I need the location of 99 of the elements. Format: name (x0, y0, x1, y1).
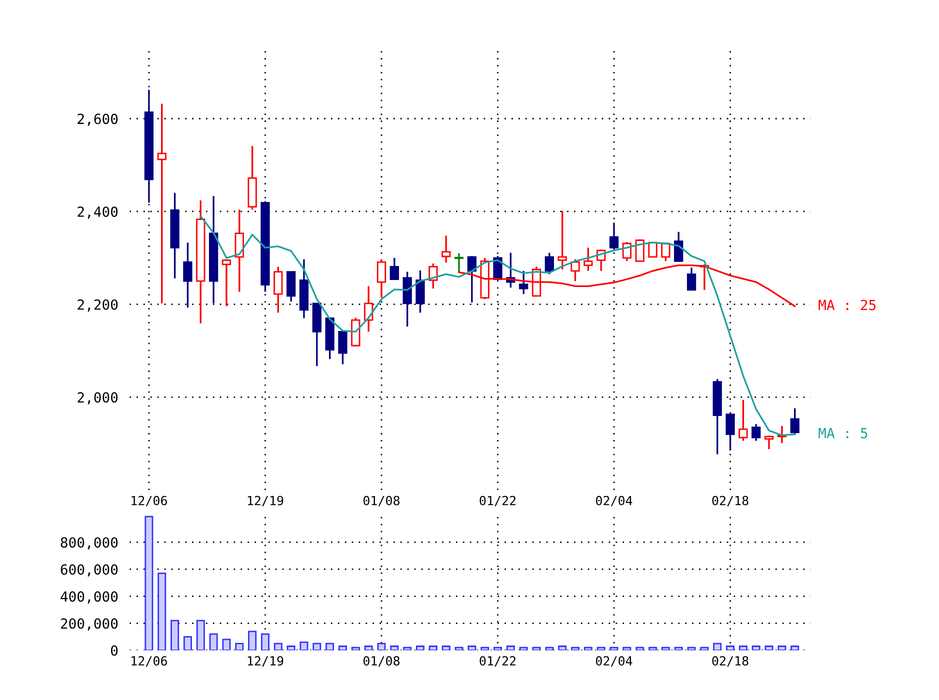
bar (248, 630, 257, 650)
candlestick (674, 231, 684, 262)
series-label: MA : 25 (818, 300, 876, 310)
bar (661, 646, 670, 650)
bar (558, 646, 567, 650)
candlestick (222, 258, 232, 308)
bar (338, 646, 347, 650)
candlestick (558, 210, 567, 270)
x-tick-label: 02/18 (712, 656, 748, 667)
bar (312, 642, 322, 650)
bar (286, 646, 296, 650)
candlestick (570, 258, 580, 282)
y-tick-label: 800,000 (60, 537, 118, 550)
x-tick-label: 12/06 (132, 656, 167, 667)
bar (545, 646, 554, 650)
candlestick (183, 242, 192, 308)
x-tick-label: 02/04 (596, 496, 632, 506)
candlestick (157, 102, 166, 304)
bar (222, 638, 231, 650)
bar (622, 646, 632, 650)
candlestick (442, 234, 451, 264)
bar (416, 646, 424, 650)
bar (300, 642, 308, 650)
candlestick (752, 423, 761, 442)
bar (584, 646, 592, 650)
bar (493, 646, 502, 650)
bar (158, 572, 166, 650)
candlestick (738, 399, 748, 442)
candlestick (338, 330, 348, 366)
bar (713, 642, 722, 650)
x-tick-label: 12/06 (132, 496, 167, 506)
candlestick (234, 208, 244, 293)
candlestick (790, 407, 800, 436)
line-series (458, 264, 796, 308)
y-tick-label: 400,000 (60, 591, 118, 604)
bar (687, 646, 696, 650)
x-tick-label: 02/04 (596, 656, 632, 667)
bar (778, 646, 786, 650)
y-tick-label: 2,600 (78, 114, 118, 126)
x-tick-label: 12/19 (248, 496, 284, 506)
bar (428, 646, 438, 650)
candlestick (376, 258, 386, 299)
x-tick-label: 01/22 (480, 656, 516, 667)
y-tick-label: 2,000 (78, 392, 118, 404)
bar (403, 646, 412, 650)
candlestick (390, 257, 399, 280)
candlestick (416, 270, 425, 314)
candlestick (274, 266, 283, 314)
bar (183, 636, 192, 650)
bar (700, 646, 709, 650)
bar (390, 646, 399, 650)
bar (648, 646, 658, 650)
bar (468, 646, 476, 650)
bar (454, 646, 464, 650)
bar (506, 646, 515, 650)
y-tick-label: 600,000 (60, 564, 118, 576)
y-tick-label: 2,400 (78, 206, 118, 219)
bar (738, 646, 748, 650)
x-tick-label: 02/18 (712, 496, 748, 506)
bar (274, 642, 282, 650)
bar (364, 646, 373, 650)
candlestick (544, 252, 554, 275)
bar (519, 646, 528, 650)
x-tick-label: 01/08 (363, 656, 400, 667)
x-tick-label: 01/22 (480, 496, 516, 506)
bar (752, 646, 760, 650)
bar (326, 642, 334, 650)
bar (610, 646, 618, 650)
y-tick-label: 2,200 (78, 299, 118, 312)
candlestick (648, 242, 658, 258)
bar (790, 646, 800, 650)
bar (636, 646, 644, 650)
bar (235, 642, 244, 650)
bar (571, 646, 580, 650)
bar (532, 646, 541, 650)
candlestick (726, 414, 735, 452)
bar (209, 633, 218, 650)
y-tick-label: 200,000 (60, 618, 118, 631)
candlestick (764, 434, 774, 450)
candlestick (519, 270, 528, 295)
bar (170, 620, 180, 650)
x-tick-label: 01/08 (363, 496, 400, 506)
x-tick-label: 12/19 (248, 656, 284, 667)
bar (726, 646, 735, 650)
bar (596, 646, 606, 650)
bar (351, 646, 360, 650)
bar (480, 646, 490, 650)
bar (764, 646, 774, 650)
candlestick (609, 222, 619, 250)
bar (377, 642, 386, 650)
bar (260, 633, 270, 650)
bar (196, 620, 205, 650)
series-label: MA : 5 (818, 428, 868, 438)
candlestick (584, 246, 593, 272)
candlestick (686, 266, 696, 291)
bar (674, 646, 683, 650)
bar (442, 646, 450, 650)
y-tick-label: 0 (111, 645, 118, 656)
bar (144, 516, 154, 650)
